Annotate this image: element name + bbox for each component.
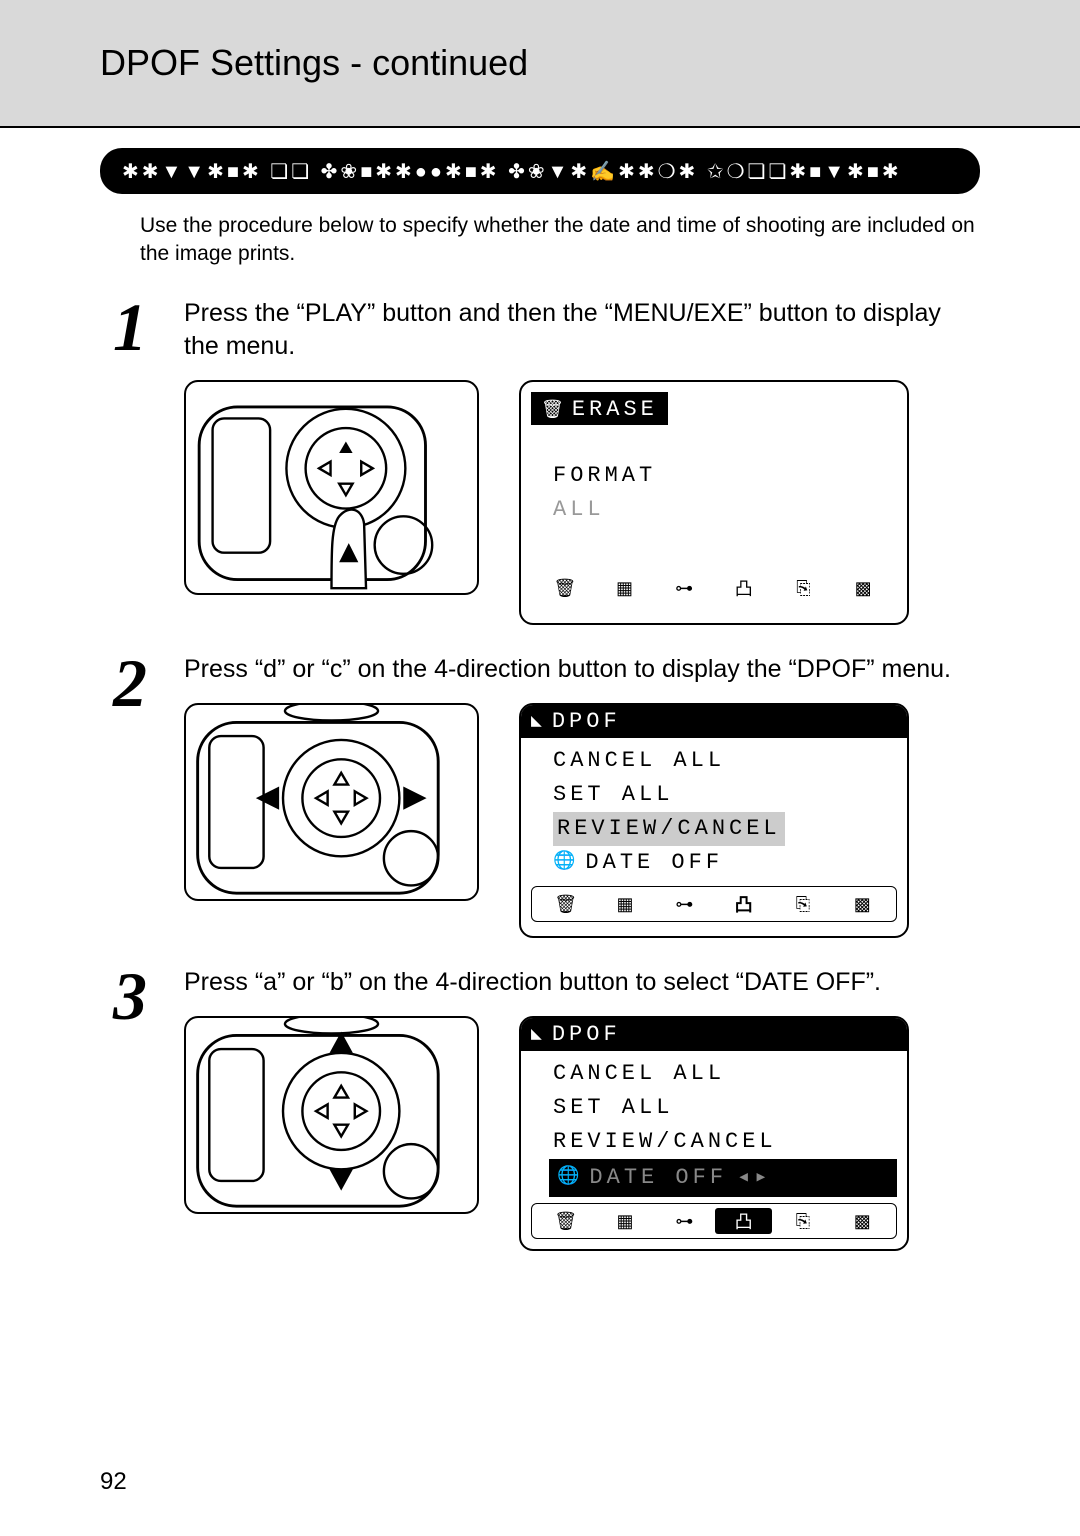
step-2-figures: ◣ DPOF CANCEL ALL SET ALL REVIEW/CANCEL … xyxy=(184,703,980,938)
dpof-icon: ◣ xyxy=(531,1023,542,1045)
icon-bright: ▩ xyxy=(834,1211,891,1232)
header-band: DPOF Settings - continued xyxy=(0,0,1080,128)
screen3-line4: 🌐 DATE OFF◂▸ xyxy=(553,1159,897,1197)
screen1-iconrow: 🗑 ▦ ⊶ 凸 ⎘ ▩ xyxy=(531,575,897,601)
lr-arrows-icon: ◂▸ xyxy=(737,1161,772,1195)
screen1-tab-label: ERASE xyxy=(572,397,658,422)
icon-bright: ▩ xyxy=(834,578,891,599)
screen3-tab: ◣ DPOF xyxy=(521,1018,907,1051)
screen2-iconrow: 🗑 ▦ ⊶ 凸 ⎘ ▩ xyxy=(531,886,897,922)
screen2-line2: SET ALL xyxy=(553,778,897,812)
intro-text: Use the procedure below to specify wheth… xyxy=(140,212,980,269)
step-3-number: 3 xyxy=(100,966,160,1251)
step-3: 3 Press “a” or “b” on the 4-direction bu… xyxy=(100,966,1080,1251)
icon-bright: ▩ xyxy=(834,894,891,915)
section-subtitle-band: ✱✱▼▼✱■✱ ❏❏ ✤❀■✱✱●●✱■✱ ✤❀▼✱✍✱✱❍✱ ✩❍❏❏✱■▼✱… xyxy=(100,148,980,194)
step-1: 1 Press the “PLAY” button and then the “… xyxy=(100,297,1080,626)
icon-print-active: 凸 xyxy=(715,1208,772,1234)
screen2-tab-label: DPOF xyxy=(552,709,621,734)
page-number: 92 xyxy=(100,1468,127,1496)
step-1-figures: 🗑 ERASE FORMAT ALL 🗑 ▦ ⊶ 凸 ⎘ xyxy=(184,380,980,625)
screen3-tab-label: DPOF xyxy=(552,1022,621,1047)
camera-illustration-1 xyxy=(184,380,479,595)
icon-grid: ▦ xyxy=(597,1211,654,1232)
screen2-line3: REVIEW/CANCEL xyxy=(553,812,897,846)
step-1-text: Press the “PLAY” button and then the “ME… xyxy=(184,297,980,365)
screen-illustration-1: 🗑 ERASE FORMAT ALL 🗑 ▦ ⊶ 凸 ⎘ xyxy=(519,380,909,625)
icon-trash: 🗑 xyxy=(536,578,593,599)
screen3-line1: CANCEL ALL xyxy=(553,1057,897,1091)
globe-icon: 🌐 xyxy=(553,849,575,877)
screen3-iconrow: 🗑 ▦ ⊶ 凸 ⎘ ▩ xyxy=(531,1203,897,1239)
screen3-line2: SET ALL xyxy=(553,1091,897,1125)
step-2-number: 2 xyxy=(100,653,160,938)
steps-container: 1 Press the “PLAY” button and then the “… xyxy=(100,297,1080,1251)
screen1-line1: FORMAT xyxy=(553,459,897,493)
page-title: DPOF Settings - continued xyxy=(100,42,528,84)
icon-key: ⊶ xyxy=(656,578,713,599)
screen-illustration-3: ◣ DPOF CANCEL ALL SET ALL REVIEW/CANCEL … xyxy=(519,1016,909,1251)
icon-copy: ⎘ xyxy=(775,1211,832,1232)
screen3-line3: REVIEW/CANCEL xyxy=(553,1125,897,1159)
screen1-menu: FORMAT ALL xyxy=(531,425,897,527)
step-2-text: Press “d” or “c” on the 4-direction butt… xyxy=(184,653,980,687)
icon-print-active: 凸 xyxy=(715,891,772,917)
dpof-icon: ◣ xyxy=(531,710,542,732)
icon-key: ⊶ xyxy=(656,1211,713,1232)
camera-illustration-3 xyxy=(184,1016,479,1214)
step-1-number: 1 xyxy=(100,297,160,626)
screen2-tab: ◣ DPOF xyxy=(521,705,907,738)
screen2-menu: CANCEL ALL SET ALL REVIEW/CANCEL 🌐 DATE … xyxy=(531,738,897,880)
screen1-tab: 🗑 ERASE xyxy=(531,392,668,425)
step-2: 2 Press “d” or “c” on the 4-direction bu… xyxy=(100,653,1080,938)
screen-illustration-2: ◣ DPOF CANCEL ALL SET ALL REVIEW/CANCEL … xyxy=(519,703,909,938)
step-3-figures: ◣ DPOF CANCEL ALL SET ALL REVIEW/CANCEL … xyxy=(184,1016,980,1251)
screen1-line2: ALL xyxy=(553,493,897,527)
trash-icon: 🗑 xyxy=(541,399,564,421)
step-3-text: Press “a” or “b” on the 4-direction butt… xyxy=(184,966,980,1000)
camera-illustration-2 xyxy=(184,703,479,901)
globe-icon: 🌐 xyxy=(557,1164,579,1192)
step-1-body: Press the “PLAY” button and then the “ME… xyxy=(184,297,1080,626)
screen2-line4: 🌐 DATE OFF xyxy=(553,846,897,880)
icon-grid: ▦ xyxy=(596,578,653,599)
icon-copy: ⎘ xyxy=(775,578,832,599)
screen2-line1: CANCEL ALL xyxy=(553,744,897,778)
screen3-menu: CANCEL ALL SET ALL REVIEW/CANCEL 🌐 DATE … xyxy=(531,1051,897,1197)
icon-key: ⊶ xyxy=(656,894,713,915)
icon-grid: ▦ xyxy=(597,894,654,915)
icon-trash: 🗑 xyxy=(537,1211,594,1232)
icon-trash: 🗑 xyxy=(537,894,594,915)
step-2-body: Press “d” or “c” on the 4-direction butt… xyxy=(184,653,1080,938)
step-3-body: Press “a” or “b” on the 4-direction butt… xyxy=(184,966,1080,1251)
icon-print: 凸 xyxy=(715,575,772,601)
section-subtitle-text: ✱✱▼▼✱■✱ ❏❏ ✤❀■✱✱●●✱■✱ ✤❀▼✱✍✱✱❍✱ ✩❍❏❏✱■▼✱… xyxy=(122,159,902,184)
icon-copy: ⎘ xyxy=(775,894,832,915)
